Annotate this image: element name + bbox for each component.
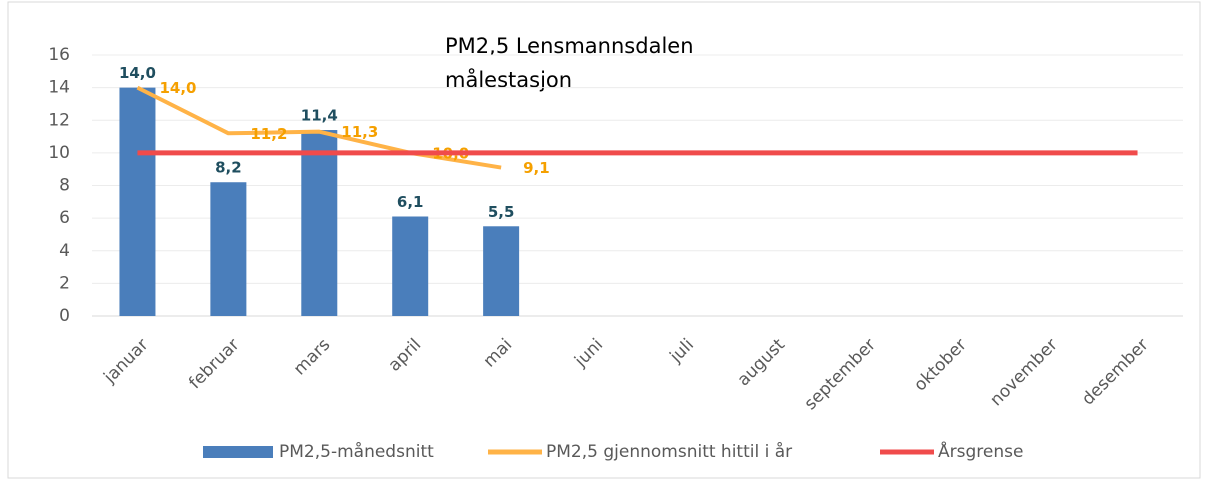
value-label: 14,0	[119, 64, 156, 82]
y-tick-label: 0	[59, 306, 70, 326]
bar	[210, 182, 247, 316]
y-tick-label: 12	[48, 110, 70, 130]
y-tick-label: 14	[48, 78, 70, 98]
y-tick-label: 8	[59, 176, 70, 196]
y-tick-label: 16	[48, 45, 70, 65]
value-label: 11,4	[301, 107, 338, 125]
legend-swatch	[203, 446, 273, 458]
bar	[301, 130, 338, 316]
chart-title: målestasjon	[445, 67, 572, 92]
y-tick-label: 6	[59, 208, 70, 228]
value-label: 8,2	[215, 159, 242, 177]
chart-title: PM2,5 Lensmannsdalen	[445, 34, 694, 58]
chart-border	[7, 1, 1201, 479]
bar	[119, 87, 156, 316]
value-label: 9,1	[523, 159, 550, 177]
line	[136, 85, 502, 170]
legend-label: Årsgrense	[938, 440, 1023, 462]
value-label: 11,2	[250, 125, 287, 143]
value-label: 14,0	[159, 79, 196, 97]
value-label: 5,5	[488, 203, 515, 221]
legend-label: PM2,5 gjennomsnitt hittil i år	[546, 441, 792, 462]
bar	[392, 216, 429, 316]
y-tick-label: 4	[59, 241, 70, 261]
y-tick-label: 2	[59, 273, 70, 293]
legend-label: PM2,5-månedsnitt	[279, 441, 434, 462]
value-label: 11,3	[341, 123, 378, 141]
y-tick-label: 10	[48, 143, 70, 163]
bar	[483, 226, 520, 316]
value-label: 6,1	[397, 193, 424, 211]
